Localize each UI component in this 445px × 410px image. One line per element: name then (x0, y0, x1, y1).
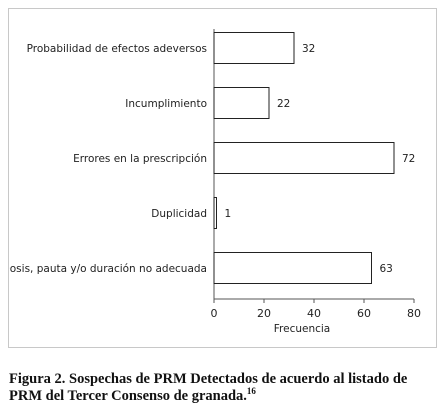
x-tick-label-2: 40 (307, 307, 321, 320)
x-axis-title: Frecuencia (274, 323, 331, 335)
chart-frame: Probabilidad de efectos adeversos 32 Incum… (8, 8, 437, 348)
bar-2 (213, 87, 270, 119)
category-label-3: Errores en la prescripción (73, 153, 207, 165)
bar-chart: Probabilidad de efectos adeversos 32 Incum… (9, 29, 421, 335)
value-label-5: 63 (380, 263, 393, 275)
category-label-1: Probabilidad de efectos adeversos (27, 43, 207, 55)
category-label-2: Incumplimiento (125, 98, 207, 110)
value-label-1: 32 (302, 43, 315, 55)
x-tick-label-3: 60 (357, 307, 371, 320)
category-label-4: Duplicidad (151, 208, 207, 220)
x-tick-label-1: 20 (257, 307, 271, 320)
value-label-4: 1 (225, 208, 232, 220)
bar-5 (213, 252, 372, 284)
bar-4 (213, 197, 217, 229)
value-label-3: 72 (402, 153, 415, 165)
bar-3 (213, 142, 395, 174)
caption-reference: 16 (246, 386, 256, 397)
value-label-2: 22 (277, 98, 290, 110)
x-tick-label-0: 0 (211, 307, 218, 320)
caption-line-2: PRM del Tercer Consenso de granada.16 (9, 386, 439, 405)
x-tick-label-4: 80 (407, 307, 421, 320)
figure-caption: Figura 2. Sospechas de PRM Detectados de… (9, 371, 439, 405)
category-label-5: Dosis, pauta y/o duración no adecuada (9, 263, 207, 275)
bar-1 (213, 32, 295, 64)
caption-line-1: Figura 2. Sospechas de PRM Detectados de… (9, 371, 408, 387)
caption-line-2-text: PRM del Tercer Consenso de granada. (9, 388, 247, 404)
